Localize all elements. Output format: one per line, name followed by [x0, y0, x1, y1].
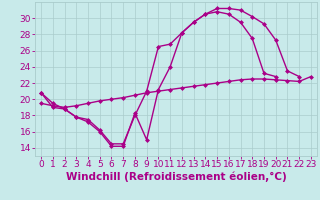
X-axis label: Windchill (Refroidissement éolien,°C): Windchill (Refroidissement éolien,°C) [66, 172, 286, 182]
